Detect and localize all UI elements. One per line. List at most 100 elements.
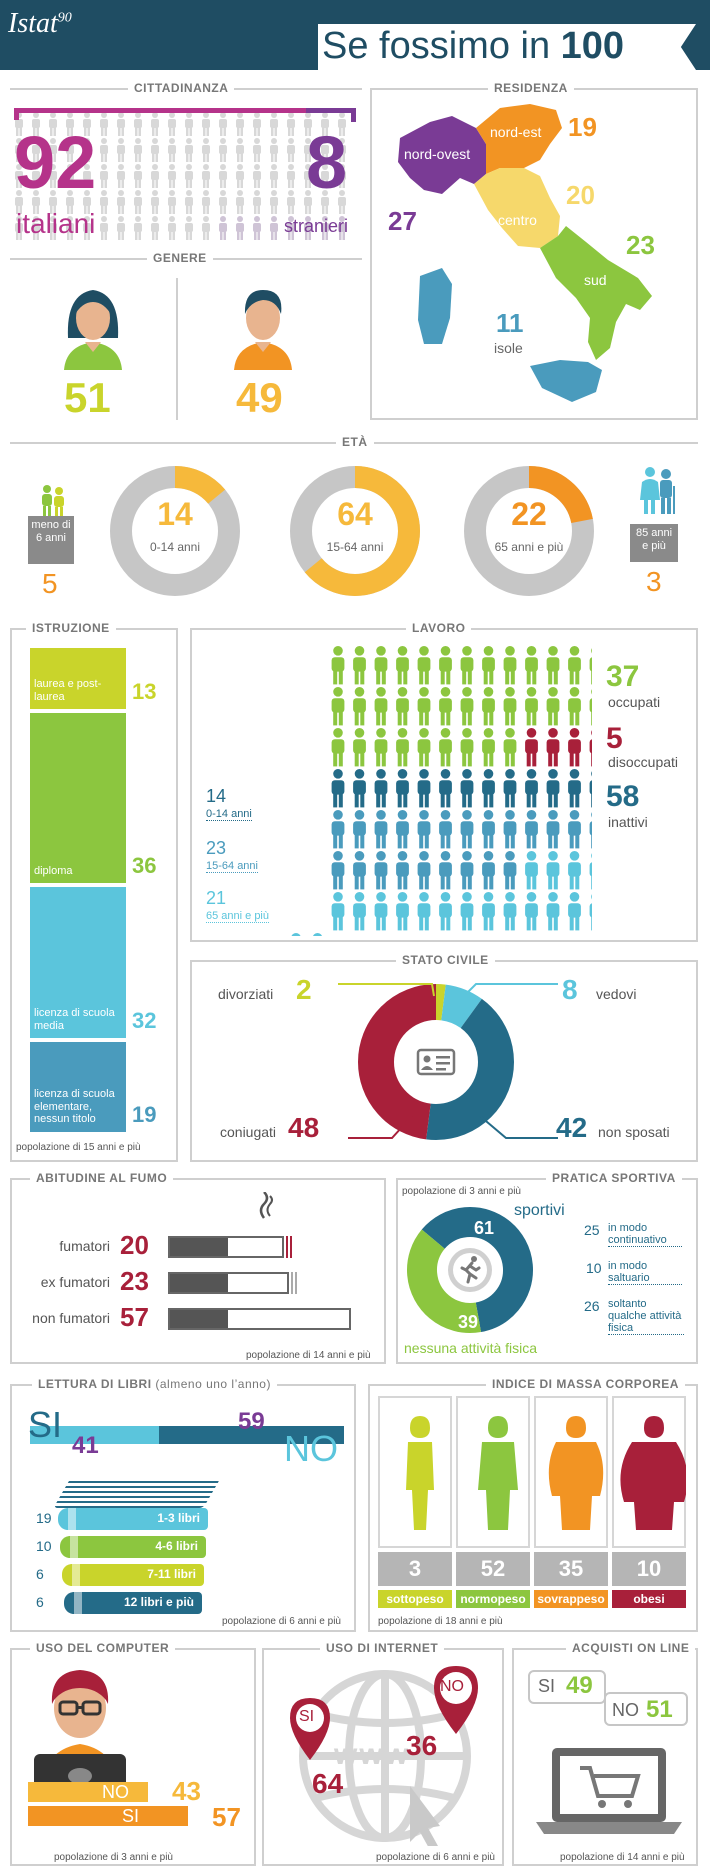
worker-icon: [525, 769, 538, 808]
worker-icon: [353, 646, 366, 685]
non-sposati-value: 42: [556, 1112, 588, 1143]
person-icon: [202, 164, 210, 188]
worker-icon: [417, 769, 431, 808]
worker-icon: [482, 728, 495, 767]
person-icon: [117, 138, 125, 162]
person-icon: [202, 216, 210, 240]
person-icon: [168, 190, 176, 214]
imc-label: normopeso: [456, 1590, 530, 1608]
under6-value: 5: [42, 568, 58, 599]
stato-civile-slice: [358, 984, 514, 1140]
laptop-cart-icon: [534, 1740, 684, 1840]
cittadinanza-bracket: [14, 108, 356, 120]
person-icon: [338, 164, 346, 188]
worker-icon: [525, 646, 538, 685]
worker-icon: [589, 894, 592, 931]
worker-icon: [525, 687, 538, 726]
lavoro-grid: [286, 646, 592, 936]
www-text: www: [334, 1738, 411, 1771]
person-icon: [151, 164, 159, 188]
imc-value: 10: [612, 1552, 686, 1586]
sportivi-value: 61: [474, 1218, 495, 1238]
person-icon: [270, 216, 278, 240]
person-icon: [219, 138, 227, 162]
imc-title: INDICE DI MASSA CORPOREA: [486, 1377, 685, 1391]
reading-no-label: NO: [284, 1428, 338, 1469]
person-icon: [219, 216, 227, 240]
person-icon: [185, 164, 193, 188]
map-nord-est: [476, 104, 562, 174]
person-icon: [66, 164, 74, 188]
body-figure-icon: [548, 1416, 604, 1530]
worker-icon: [417, 646, 431, 685]
worker-icon: [568, 646, 581, 685]
lavoro-title: LAVORO: [406, 621, 472, 635]
map-sicilia: [530, 360, 602, 402]
person-icon: [100, 216, 108, 240]
header-title-box: [318, 24, 696, 70]
istruzione-label: licenza di scuola elementare, nessun tit…: [34, 1088, 115, 1126]
region-label-nord-ovest: nord-ovest: [404, 146, 471, 162]
worker-icon: [439, 769, 452, 808]
lettura-title: LETTURA DI LIBRI (almeno uno l’anno): [32, 1377, 277, 1391]
age-ring-0-value: 14: [157, 496, 193, 532]
internet-title: USO DI INTERNET: [320, 1641, 445, 1655]
reading-bar-si: [30, 1426, 159, 1444]
worker-icon: [417, 810, 431, 849]
person-icon: [185, 112, 193, 136]
person-icon: [270, 112, 278, 136]
person-icon: [202, 190, 210, 214]
book-value: 19: [36, 1510, 52, 1526]
nessuna-label: nessuna attività fisica: [404, 1340, 538, 1356]
map-centro: [474, 168, 560, 248]
worker-icon: [589, 730, 592, 767]
internet-no-value: 36: [406, 1730, 438, 1761]
worker-icon: [353, 892, 366, 931]
inactive-2-value: 21: [206, 888, 227, 908]
worker-icon: [460, 892, 474, 931]
divorziati-label: divorziati: [218, 986, 274, 1002]
worker-icon: [503, 892, 517, 931]
worker-icon: [396, 769, 409, 808]
worker-icon: [482, 646, 495, 685]
person-icon: [49, 216, 57, 240]
computer-bar-si: [28, 1806, 188, 1826]
person-icon: [134, 190, 142, 214]
imc-label: sottopeso: [378, 1590, 452, 1608]
under6-box: meno di 6 anni: [28, 516, 74, 564]
person-icon: [49, 190, 57, 214]
istruzione-label: diploma: [34, 864, 73, 877]
id-card-icon: [408, 1036, 464, 1088]
imc-value: 52: [456, 1552, 530, 1586]
donne-value: 51: [64, 374, 111, 421]
worker-icon: [374, 851, 388, 890]
age-ring-2-value: 22: [511, 496, 547, 532]
person-icon: [117, 190, 125, 214]
worker-icon: [525, 728, 538, 767]
computer-no-label: NO: [102, 1782, 129, 1802]
divorziati-value: 2: [296, 974, 312, 1005]
worker-icon: [353, 687, 366, 726]
worker-icon: [374, 769, 388, 808]
age-ring-1-value: 64: [337, 496, 373, 532]
children-icon: [40, 484, 66, 518]
istruzione-value: 36: [132, 853, 157, 879]
worker-icon: [439, 810, 452, 849]
person-icon: [83, 190, 91, 214]
age-ring-0: [108, 464, 242, 598]
book-icon: 12 libri e più: [64, 1592, 202, 1614]
worker-icon: [482, 810, 495, 849]
worker-icon: [460, 810, 474, 849]
stranieri-number: 8: [306, 121, 348, 204]
person-icon: [287, 138, 295, 162]
worker-icon: [291, 933, 301, 936]
internet-si-label: SI: [299, 1708, 315, 1725]
person-icon: [15, 190, 23, 214]
globe-icon: [280, 1656, 490, 1846]
person-icon: [338, 138, 346, 162]
istruzione-bar-segment: diploma: [30, 713, 126, 884]
cigarette-bar: [168, 1272, 290, 1294]
worker-icon: [417, 687, 431, 726]
person-icon: [338, 190, 346, 214]
worker-icon: [546, 810, 560, 849]
